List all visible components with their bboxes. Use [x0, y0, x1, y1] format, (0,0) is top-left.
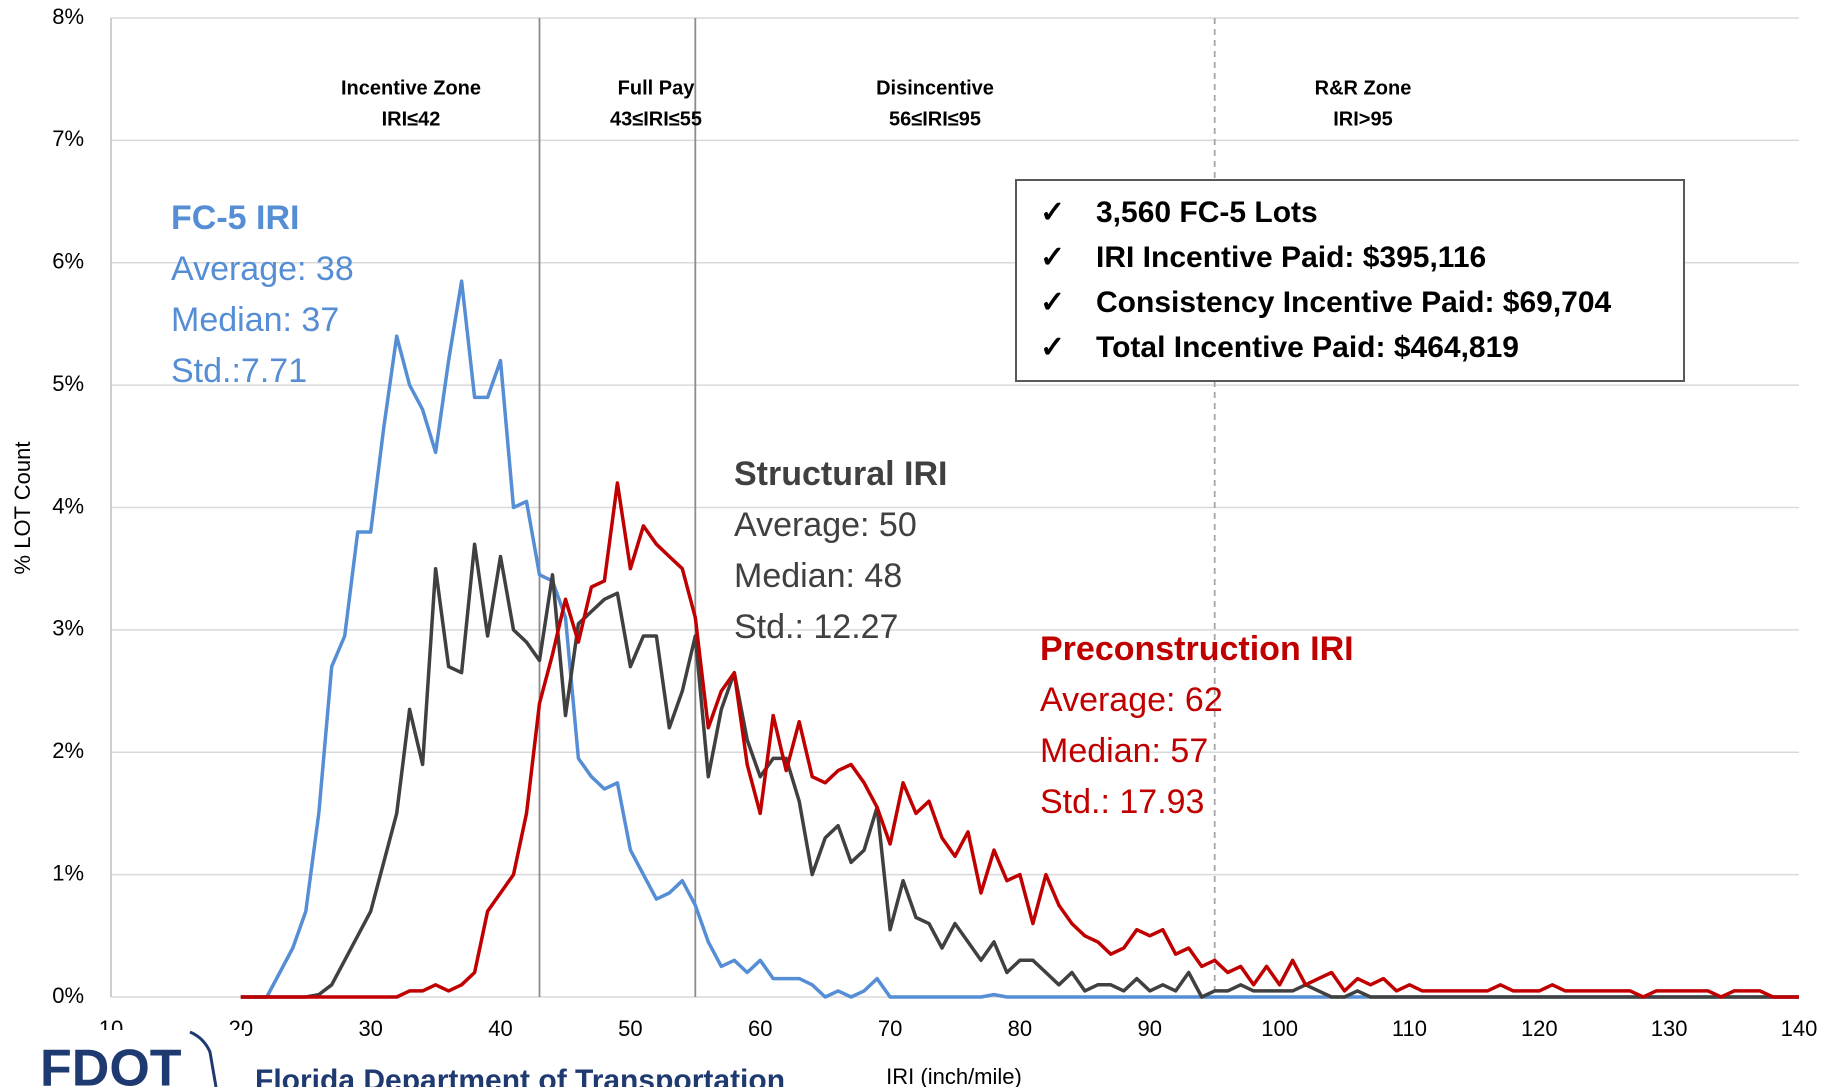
summary-item: IRI Incentive Paid: $395,116	[1096, 241, 1486, 274]
grid	[111, 17, 1799, 998]
zone-range: IRI≤42	[382, 108, 441, 130]
zone-range: 56≤IRI≤95	[889, 108, 981, 130]
zone-name: Full Pay	[618, 77, 696, 99]
x-tick-label: 90	[1138, 1016, 1162, 1041]
annotation-line: Std.:7.71	[171, 352, 307, 390]
summary-item: 3,560 FC-5 Lots	[1096, 196, 1318, 229]
x-tick-label: 100	[1261, 1016, 1298, 1041]
check-mark: ✓	[1040, 286, 1065, 319]
y-tick-label: 8%	[52, 4, 84, 29]
series-line	[240, 542, 1799, 999]
series-line	[240, 481, 1799, 999]
x-tick-label: 40	[488, 1016, 512, 1041]
check-mark: ✓	[1040, 241, 1065, 274]
y-tick-label: 5%	[52, 371, 84, 396]
annotation-line: Average: 62	[1040, 681, 1223, 719]
series-lines	[240, 279, 1799, 999]
zone-boundaries	[538, 18, 1216, 997]
summary-box	[1015, 179, 1685, 382]
x-tick-label: 120	[1521, 1016, 1558, 1041]
x-tick-label: 130	[1651, 1016, 1688, 1041]
zone-range: 43≤IRI≤55	[610, 108, 702, 130]
zone-name: R&R Zone	[1315, 77, 1412, 99]
y-tick-label: 4%	[52, 493, 84, 518]
summary-item: Consistency Incentive Paid: $69,704	[1096, 286, 1612, 319]
y-axis-title: % LOT Count	[10, 442, 35, 575]
x-tick-label: 30	[358, 1016, 382, 1041]
annotation-line: Std.: 12.27	[734, 608, 898, 646]
annotation-title: Structural IRI	[734, 455, 947, 493]
y-tick-label: 3%	[52, 616, 84, 641]
summary-item: Total Incentive Paid: $464,819	[1096, 331, 1519, 364]
annotation-line: Average: 50	[734, 506, 917, 544]
zone-name: Incentive Zone	[341, 77, 481, 99]
x-tick-label: 80	[1008, 1016, 1032, 1041]
x-tick-label: 50	[618, 1016, 642, 1041]
y-tick-label: 2%	[52, 738, 84, 763]
annotation-title: FC-5 IRI	[171, 199, 299, 237]
check-mark: ✓	[1040, 196, 1065, 229]
series-line	[240, 279, 1799, 999]
annotation-line: Median: 48	[734, 557, 902, 595]
annotation-line: Median: 37	[171, 301, 339, 339]
y-tick-label: 7%	[52, 126, 84, 151]
zone-range: IRI>95	[1333, 108, 1392, 130]
x-tick-label: 140	[1781, 1016, 1818, 1041]
y-tick-label: 0%	[52, 983, 84, 1008]
check-mark: ✓	[1040, 331, 1065, 364]
zone-name: Disincentive	[876, 77, 994, 99]
y-tick-label: 6%	[52, 249, 84, 274]
logo-outline	[189, 1030, 218, 1087]
annotation-line: Average: 38	[171, 250, 354, 288]
x-tick-label: 110	[1392, 1016, 1427, 1041]
logo-background	[0, 1030, 245, 1087]
x-tick-label: 70	[878, 1016, 902, 1041]
annotation-title: Preconstruction IRI	[1040, 630, 1354, 668]
y-tick-label: 1%	[52, 860, 84, 885]
x-tick-label: 60	[748, 1016, 772, 1041]
annotation-line: Median: 57	[1040, 732, 1208, 770]
footer-logo: FDOT Florida Department of Transportatio…	[0, 1030, 785, 1087]
labels: 0%1%2%3%4%5%6%7%8%10 20 30 40 50 60 70 80 90 100 1…	[52, 4, 1817, 1041]
logo-text: FDOT	[40, 1040, 182, 1087]
x-axis-title: IRI (inch/mile)	[886, 1064, 1022, 1087]
annotation-line: Std.: 17.93	[1040, 783, 1204, 821]
agency-name: Florida Department of Transportation	[255, 1064, 785, 1087]
